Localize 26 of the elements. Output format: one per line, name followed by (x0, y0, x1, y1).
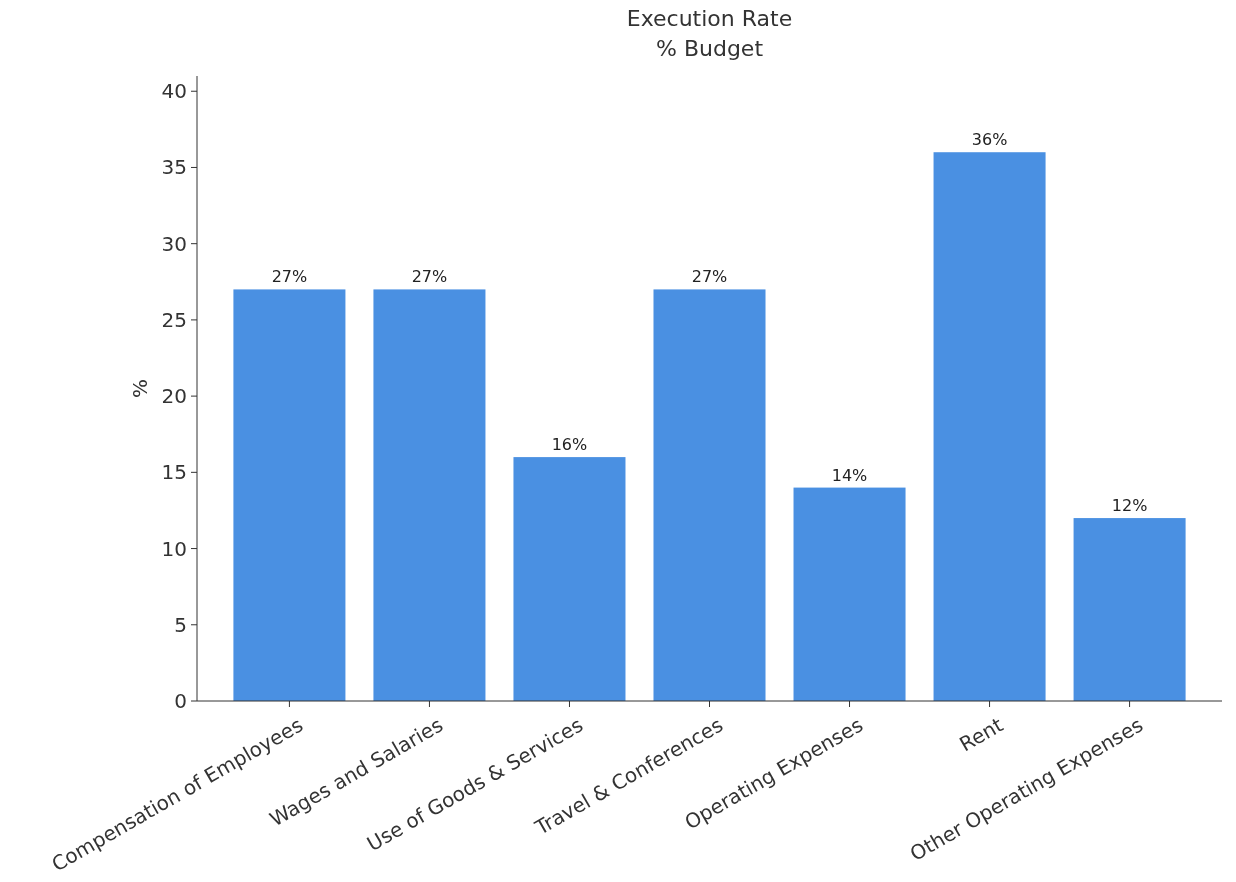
y-tick-label: 5 (174, 612, 187, 637)
y-tick-label: 10 (161, 536, 187, 561)
bar (933, 152, 1046, 701)
bar (513, 457, 626, 701)
y-tick-label: 25 (161, 307, 187, 332)
y-tick-label: 40 (161, 79, 187, 104)
bar (1073, 518, 1186, 701)
chart-title: Execution Rate % Budget (626, 6, 793, 61)
data-label: 14% (831, 465, 868, 485)
bar (793, 487, 906, 701)
y-tick-label: 15 (161, 460, 187, 485)
bar (373, 289, 486, 701)
data-label: 36% (971, 130, 1008, 150)
y-tick-label: 20 (161, 384, 187, 409)
data-label: 12% (1111, 496, 1148, 516)
data-label: 27% (271, 267, 308, 287)
y-axis-title: % (128, 378, 152, 399)
data-label: 16% (551, 435, 588, 455)
y-tick-label: 0 (174, 689, 187, 713)
bar (233, 289, 346, 701)
y-tick-label: 30 (161, 231, 187, 256)
data-label: 27% (411, 267, 448, 287)
y-tick-label: 35 (161, 155, 187, 180)
bar (653, 289, 766, 701)
data-label: 27% (691, 267, 728, 287)
x-tick-label: Rent (955, 712, 1008, 757)
